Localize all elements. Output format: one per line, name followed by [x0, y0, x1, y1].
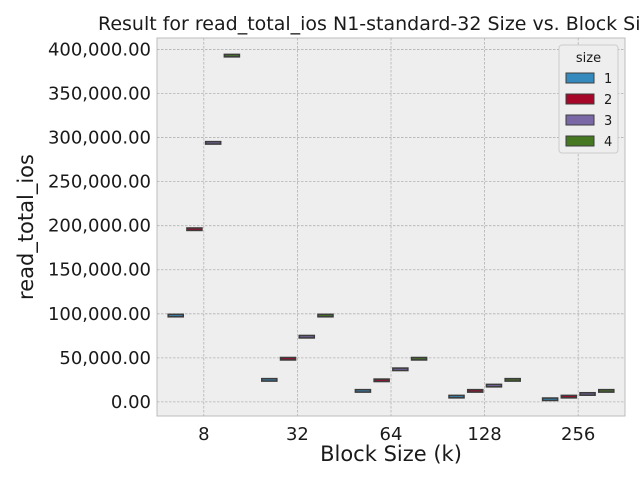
x-tick-label: 32: [286, 424, 309, 445]
legend-label: 3: [604, 114, 612, 129]
chart-title: Result for read_total_ios N1-standard-32…: [98, 13, 640, 35]
x-axis-ticks: 8 32 64 128 256: [198, 424, 595, 445]
legend-label: 1: [604, 72, 612, 87]
grid: [157, 38, 625, 416]
box-mark: [466, 388, 484, 393]
legend-swatch: [565, 135, 595, 147]
y-tick-label: 300,000.00: [48, 128, 151, 149]
legend-label: 4: [604, 135, 612, 150]
legend-label: 2: [604, 93, 612, 108]
x-tick-label: 64: [380, 424, 403, 445]
box-mark: [597, 388, 615, 393]
box-mark: [204, 140, 222, 145]
box-mark: [373, 378, 390, 383]
y-tick-label: 200,000.00: [48, 216, 151, 237]
box-mark: [579, 391, 596, 396]
y-tick-label: 100,000.00: [48, 304, 151, 325]
legend-swatch: [565, 114, 595, 126]
box-mark: [485, 383, 503, 388]
x-axis-label: Block Size (k): [320, 442, 462, 466]
x-tick-label: 128: [467, 424, 501, 445]
box-marks: [167, 53, 615, 402]
x-tick-label: 256: [561, 424, 595, 445]
box-mark: [410, 356, 428, 361]
y-axis-label: read_total_ios: [14, 154, 39, 300]
y-tick-label: 350,000.00: [48, 84, 151, 105]
box-mark: [223, 53, 241, 58]
box-mark: [298, 334, 316, 339]
box-mark: [317, 313, 334, 318]
x-tick-label: 8: [198, 424, 209, 445]
y-tick-label: 250,000.00: [48, 172, 151, 193]
y-tick-label: 400,000.00: [48, 39, 151, 60]
legend: size 1 2 3 4: [558, 44, 619, 154]
box-mark: [392, 367, 409, 372]
box-mark: [354, 388, 372, 393]
box-mark: [261, 377, 278, 382]
legend-swatch: [565, 72, 595, 84]
box-mark: [504, 377, 521, 382]
legend-title: size: [576, 51, 601, 66]
box-mark: [541, 397, 559, 402]
box-mark: [186, 227, 203, 232]
box-mark: [167, 313, 185, 318]
box-mark: [560, 394, 578, 399]
y-tick-label: 150,000.00: [48, 260, 151, 281]
box-mark: [279, 356, 297, 361]
y-tick-label: 50,000.00: [59, 348, 151, 369]
legend-swatch: [565, 93, 595, 105]
y-tick-label: 0.00: [111, 392, 151, 413]
y-axis-ticks: 0.00 50,000.00 100,000.00 150,000.00 200,000…: [48, 39, 151, 412]
box-mark: [448, 394, 465, 399]
